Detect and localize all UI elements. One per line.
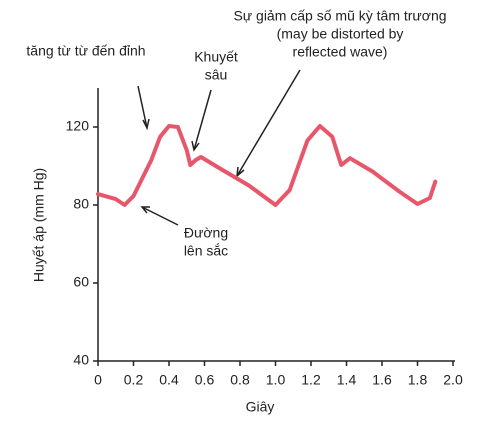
annotation: Sự giảm cấp số mũ kỳ tâm trương	[233, 8, 446, 24]
y-tick-label: 60	[73, 274, 89, 290]
x-tick-label: 2.0	[443, 372, 463, 388]
line	[96, 124, 438, 207]
annotation: Đường	[184, 225, 228, 241]
y-axis-label: Huyết áp (mm Hg)	[31, 168, 47, 282]
x-tick-label: 0.6	[195, 372, 215, 388]
annotation: reflected wave)	[293, 44, 388, 60]
y-tick-label: 40	[73, 352, 89, 368]
arrow	[191, 89, 212, 152]
arrow	[137, 85, 150, 131]
annotation: tăng từ từ đến đỉnh	[26, 43, 145, 59]
annotation: (may be distorted by	[277, 26, 404, 42]
x-tick-label: 1.8	[408, 372, 428, 388]
y-tick-label: 120	[66, 118, 90, 134]
x-tick-label: 0.2	[124, 372, 144, 388]
annotation: sâu	[205, 67, 228, 83]
annotation: lên sắc	[184, 243, 228, 259]
arrow	[140, 206, 179, 226]
arrow	[236, 69, 301, 178]
x-tick-label: 1.2	[301, 372, 321, 388]
annotation: Khuyết	[194, 49, 238, 65]
x-axis-label: Giây	[246, 399, 275, 415]
x-tick-label: 1.4	[337, 372, 357, 388]
y-tick-label: 80	[73, 196, 89, 212]
x-tick-label: 1.6	[372, 372, 392, 388]
x-tick-label: 1.0	[266, 372, 286, 388]
x-tick-label: 0.4	[159, 372, 179, 388]
x-tick-label: 0	[94, 372, 102, 388]
x-tick-label: 0.8	[230, 372, 250, 388]
